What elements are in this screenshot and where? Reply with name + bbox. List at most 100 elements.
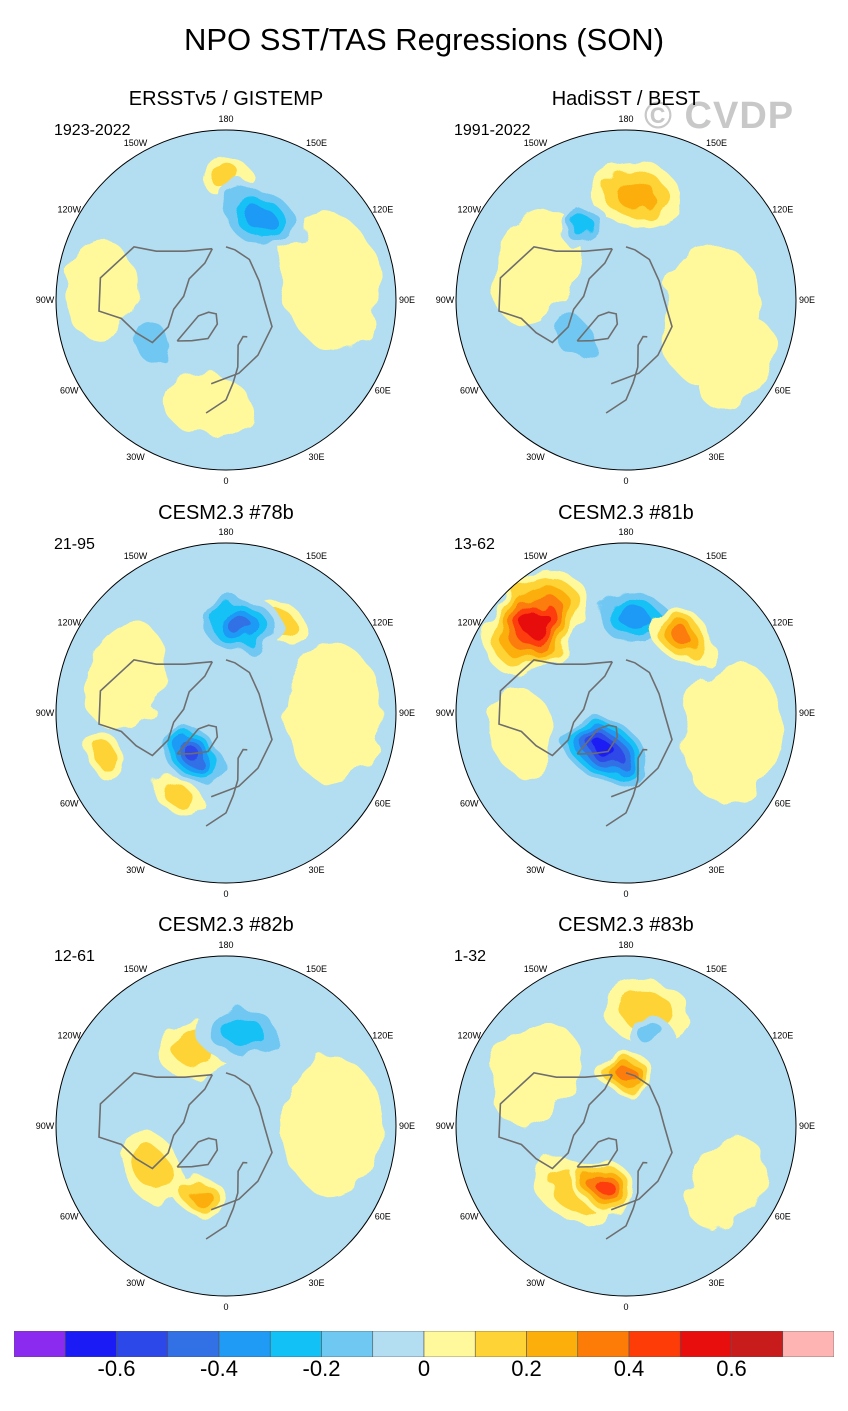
panel-2-coastline-1 — [610, 246, 673, 385]
panel-5-anomaly-region-5-level-1 — [283, 1056, 382, 1196]
panel-5-anomaly-region-3-level-3 — [188, 1186, 213, 1206]
panel-2-lon-label-3: 120E — [772, 205, 793, 215]
panel-6-period: 1-32 — [454, 948, 487, 965]
panel-6-map-outline — [455, 955, 797, 1297]
panel-1-lon-label-1: 180 — [218, 114, 233, 124]
panel-6-anomaly-region-3-level-4 — [616, 1066, 636, 1080]
panel-1-title: ERSSTv5 / GISTEMP — [128, 88, 324, 110]
panel-2-lon-label-1: 180 — [618, 114, 633, 124]
panel-1-lon-label-9: 60W — [60, 386, 79, 396]
panel-4-anomaly-region-1-level-6 — [523, 610, 549, 636]
panel-2-lon-label-6: 30E — [708, 452, 724, 462]
panel-5-lon-label-11: 120W — [57, 1031, 81, 1041]
panel-6-lon-label-3: 120E — [772, 1031, 793, 1041]
colorbar-box-13 — [628, 1331, 681, 1357]
panel-5-title: CESM2.3 #82b — [158, 914, 294, 936]
panel-4-lon-label-1: 180 — [618, 527, 633, 537]
figure-title: NPO SST/TAS Regressions (SON) — [183, 22, 665, 57]
colorbar-box-3 — [116, 1331, 169, 1357]
panel-5-lon-label-1: 180 — [218, 940, 233, 950]
panel-2-anomaly-region-6-level-1 — [491, 209, 581, 326]
colorbar-tick-label: -0.2 — [302, 1356, 341, 1381]
colorbar-box-15 — [731, 1331, 784, 1357]
panel-6-lon-label-10: 90W — [436, 1121, 455, 1131]
panel-1-anomaly-region-1-level-4 — [243, 204, 276, 230]
panel-3-lon-label-10: 90W — [36, 708, 55, 718]
panel-3-anomaly-region-4-level-2 — [163, 783, 193, 808]
panel-3-map-outline — [55, 542, 397, 884]
panel-4-lon-label-10: 90W — [436, 708, 455, 718]
panel-6-lon-label-11: 120W — [457, 1031, 481, 1041]
panel-5-period: 12-61 — [54, 948, 95, 965]
colorbar-tick-label: 0 — [417, 1356, 431, 1381]
panel-1-lon-label-11: 120W — [57, 205, 81, 215]
panel-4-lon-label-4: 90E — [799, 708, 815, 718]
panel-6-coastline-3 — [576, 1137, 619, 1168]
panel-4-lon-label-2: 150E — [706, 551, 727, 561]
panel-4-lon-label-3: 120E — [772, 618, 793, 628]
panel-5-map-outline — [55, 955, 397, 1297]
panel-3-lon-label-3: 120E — [372, 618, 393, 628]
panel-4-anomaly-region-3-level-4 — [669, 624, 692, 645]
panel-2-anomaly-region-1-level-3 — [615, 180, 656, 209]
panel-3-anomaly-region-1-level-5 — [225, 615, 252, 634]
panel-5-lon-label-6: 30E — [308, 1278, 324, 1288]
panel-1-lon-label-7: 0 — [223, 476, 228, 486]
panel-5-lon-label-2: 150E — [306, 964, 327, 974]
colorbar-tick-label: -0.4 — [200, 1356, 238, 1381]
panel-2-lon-label-11: 120W — [457, 205, 481, 215]
panel-1-lon-label-2: 150E — [306, 138, 327, 148]
colorbar-tick-label: 0.4 — [613, 1356, 645, 1381]
panel-3-period: 21-95 — [54, 536, 95, 553]
panel-6-lon-label-4: 90E — [799, 1121, 815, 1131]
panel-1-map: 180 150E 120E 90E 60E 30E 0 30W 60W 90W 120W 150W — [36, 114, 415, 486]
panel-4-map: 180 150E 120E 90E 60E 30E 0 30W 60W 90W 120W 150W — [436, 527, 815, 899]
panel-4-lon-label-8: 30W — [526, 865, 545, 875]
colorbar-box-4 — [167, 1331, 220, 1357]
cvdp-watermark: © CVDP — [644, 95, 795, 137]
panel-2-map: 180 150E 120E 90E 60E 30E 0 30W 60W 90W 120W 150W — [436, 114, 815, 486]
panel-5-coastline-2 — [98, 1072, 214, 1170]
panel-5-lon-label-8: 30W — [126, 1278, 145, 1288]
panel-1-lon-label-10: 90W — [36, 295, 55, 305]
panel-5-coastline-1 — [210, 1072, 273, 1211]
panel-1-coastline-1 — [210, 246, 273, 385]
panel-1-lon-label-3: 120E — [372, 205, 393, 215]
panel-4-lon-label-11: 120W — [457, 618, 481, 628]
panel-4-title: CESM2.3 #81b — [558, 502, 694, 524]
panel-6-lon-label-6: 30E — [708, 1278, 724, 1288]
colorbar-box-5 — [218, 1331, 271, 1357]
panel-5-lon-label-4: 90E — [399, 1121, 415, 1131]
panel-2-map-outline — [455, 129, 797, 471]
panel-3-lon-label-5: 60E — [375, 799, 391, 809]
panel-2-lon-label-10: 90W — [436, 295, 455, 305]
panel-4-lon-label-5: 60E — [775, 799, 791, 809]
colorbar-box-7 — [321, 1331, 374, 1357]
panel-4-anomaly-region-4-level-7 — [594, 741, 615, 759]
panel-5-coastline-4 — [205, 1161, 248, 1240]
panel-3-lon-label-4: 90E — [399, 708, 415, 718]
colorbar-box-14 — [679, 1331, 732, 1357]
panel-1-coastline-4 — [205, 335, 248, 414]
panel-4-lon-label-12: 150W — [524, 551, 548, 561]
panel-6-anomaly-region-2-level-2 — [635, 1022, 666, 1045]
panel-3-lon-label-6: 30E — [308, 865, 324, 875]
panel-3-coastline-1 — [210, 659, 273, 798]
panel-5-map: 180 150E 120E 90E 60E 30E 0 30W 60W 90W 120W 150W — [36, 940, 415, 1312]
panel-6-title: CESM2.3 #83b — [558, 914, 694, 936]
panel-3-lon-label-11: 120W — [57, 618, 81, 628]
panel-2-lon-label-7: 0 — [623, 476, 628, 486]
panel-2-title: HadiSST / BEST — [551, 88, 701, 110]
colorbar-box-2 — [64, 1331, 117, 1357]
panel-2-coastline-4 — [605, 335, 648, 414]
panel-5-anomaly-region-1-level-3 — [221, 1016, 264, 1047]
panel-2-anomaly-region-3-level-3 — [573, 217, 594, 236]
panel-1-anomaly-region-7-level-1 — [162, 372, 253, 437]
panel-6-lon-label-7: 0 — [623, 1302, 628, 1312]
panel-5-lon-label-9: 60W — [60, 1212, 79, 1222]
panel-6-lon-label-5: 60E — [775, 1212, 791, 1222]
panel-4-coastline-4 — [605, 748, 648, 827]
panel-3-anomaly-region-7-level-1 — [85, 623, 167, 731]
panel-3-title: CESM2.3 #78b — [158, 502, 294, 524]
panel-3-coastline-2 — [98, 659, 214, 757]
